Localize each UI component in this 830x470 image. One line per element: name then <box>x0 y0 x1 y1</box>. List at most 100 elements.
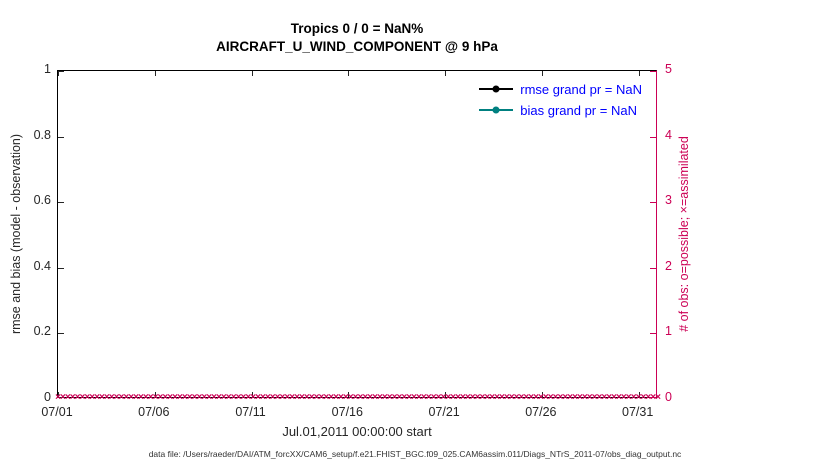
obs-assimilated-marker: × <box>274 392 281 403</box>
obs-assimilated-marker: × <box>381 392 388 403</box>
obs-assimilated-marker: × <box>79 392 86 403</box>
obs-assimilated-marker: × <box>367 392 374 403</box>
x-tick-label: 07/21 <box>428 405 460 419</box>
x-tick-label: 07/31 <box>622 405 654 419</box>
x-tick-mark <box>58 392 59 397</box>
obs-assimilated-marker: × <box>269 392 276 403</box>
obs-assimilated-marker: × <box>186 392 193 403</box>
obs-assimilated-marker: × <box>216 392 222 403</box>
x-tick-mark <box>154 392 156 397</box>
x-tick-mark <box>154 71 156 76</box>
obs-assimilated-marker: × <box>611 392 618 403</box>
x-tick-mark <box>348 392 350 397</box>
obs-assimilated-marker: × <box>342 392 349 403</box>
obs-assimilated-marker: × <box>138 392 144 403</box>
obs-assimilated-marker: × <box>401 392 408 403</box>
right-y-tick-mark <box>650 397 656 398</box>
obs-assimilated-marker: × <box>118 392 125 403</box>
left-y-tick-mark <box>58 202 64 204</box>
obs-assimilated-marker: × <box>625 392 632 403</box>
bias-marker-dot <box>492 106 500 114</box>
bias-line-swatch <box>479 106 514 114</box>
obs-assimilated-marker: × <box>430 392 437 403</box>
obs-assimilated-marker: × <box>572 392 578 403</box>
right-y-tick-label: 3 <box>665 193 672 208</box>
obs-assimilated-marker: × <box>255 392 261 403</box>
obs-assimilated-marker: × <box>630 392 637 403</box>
chart-title: Tropics 0 / 0 = NaN% AIRCRAFT_U_WIND_COM… <box>57 20 657 56</box>
obs-assimilated-marker: × <box>552 392 559 403</box>
obs-assimilated-marker: × <box>396 392 403 403</box>
obs-assimilated-marker: × <box>98 392 105 403</box>
left-y-tick-label: 0 <box>44 390 51 404</box>
obs-assimilated-marker: × <box>533 392 539 403</box>
obs-assimilated-marker: × <box>406 392 413 403</box>
x-tick-mark <box>638 71 640 76</box>
left-y-tick-label: 1 <box>44 62 51 76</box>
rmse-line-swatch <box>479 85 514 93</box>
obs-assimilated-marker: × <box>450 392 457 403</box>
obs-assimilated-marker: × <box>362 392 369 403</box>
obs-assimilated-marker: × <box>196 392 203 403</box>
obs-assimilated-marker: × <box>440 392 447 403</box>
obs-assimilated-marker: × <box>338 392 344 403</box>
obs-assimilated-marker: × <box>147 392 154 403</box>
left-y-tick-mark <box>58 136 64 138</box>
obs-assimilated-marker: × <box>445 392 452 403</box>
obs-assimilated-marker: × <box>84 392 91 403</box>
obs-assimilated-marker: × <box>620 392 627 403</box>
obs-assimilated-marker: × <box>484 392 491 403</box>
right-y-tick-mark <box>650 71 656 72</box>
obs-assimilated-marker: × <box>372 392 378 403</box>
left-y-tick-mark <box>58 397 64 398</box>
obs-assimilated-marker: × <box>508 392 515 403</box>
x-axis-label: Jul.01,2011 00:00:00 start <box>282 424 432 439</box>
obs-assimilated-marker: × <box>259 392 266 403</box>
obs-assimilated-marker: × <box>640 392 647 403</box>
obs-assimilated-marker: × <box>142 392 149 403</box>
obs-assimilated-marker: × <box>64 392 71 403</box>
obs-assimilated-marker: × <box>435 392 442 403</box>
left-y-tick-mark <box>58 267 64 269</box>
obs-assimilated-marker: × <box>289 392 296 403</box>
obs-assimilated-marker: × <box>425 392 432 403</box>
obs-assimilated-marker: × <box>455 392 461 403</box>
obs-assimilated-marker: × <box>386 392 393 403</box>
obs-assimilated-marker: × <box>498 392 505 403</box>
obs-assimilated-marker: × <box>108 392 115 403</box>
obs-assimilated-marker: × <box>523 392 530 403</box>
obs-assimilated-marker: × <box>230 392 237 403</box>
obs-assimilated-marker: × <box>162 392 169 403</box>
obs-assimilated-marker: × <box>245 392 252 403</box>
obs-assimilated-marker: × <box>547 392 554 403</box>
obs-assimilated-marker: × <box>328 392 335 403</box>
left-y-tick-mark <box>58 333 64 335</box>
x-tick-mark <box>445 392 447 397</box>
legend-item-rmse: rmse grand pr = NaN <box>479 81 642 97</box>
x-tick-mark <box>251 71 253 76</box>
right-y-tick-label: 1 <box>665 324 672 339</box>
obs-assimilated-marker: × <box>528 392 535 403</box>
x-tick-label: 07/06 <box>138 405 170 419</box>
legend-label-bias: bias grand pr = NaN <box>520 102 637 118</box>
obs-assimilated-marker: × <box>279 392 286 403</box>
chart-title-line1: Tropics 0 / 0 = NaN% <box>290 21 424 36</box>
obs-assimilated-marker: × <box>645 392 652 403</box>
right-y-tick-mark <box>650 267 656 269</box>
legend-label-rmse: rmse grand pr = NaN <box>520 81 642 97</box>
obs-assimilated-marker: × <box>308 392 315 403</box>
obs-assimilated-marker: × <box>167 392 174 403</box>
x-tick-label: 07/01 <box>41 405 73 419</box>
obs-assimilated-marker: × <box>55 392 61 403</box>
obs-assimilated-marker: × <box>596 392 603 403</box>
obs-assimilated-marker: × <box>562 392 569 403</box>
obs-assimilated-marker: × <box>542 392 549 403</box>
obs-assimilated-marker: × <box>416 392 422 403</box>
obs-assimilated-marker: × <box>133 392 139 403</box>
obs-assimilated-marker: × <box>479 392 486 403</box>
obs-assimilated-marker: × <box>235 392 242 403</box>
obs-assimilated-marker: × <box>298 392 305 403</box>
obs-assimilated-marker: × <box>411 392 418 403</box>
obs-assimilated-marker: × <box>157 392 164 403</box>
